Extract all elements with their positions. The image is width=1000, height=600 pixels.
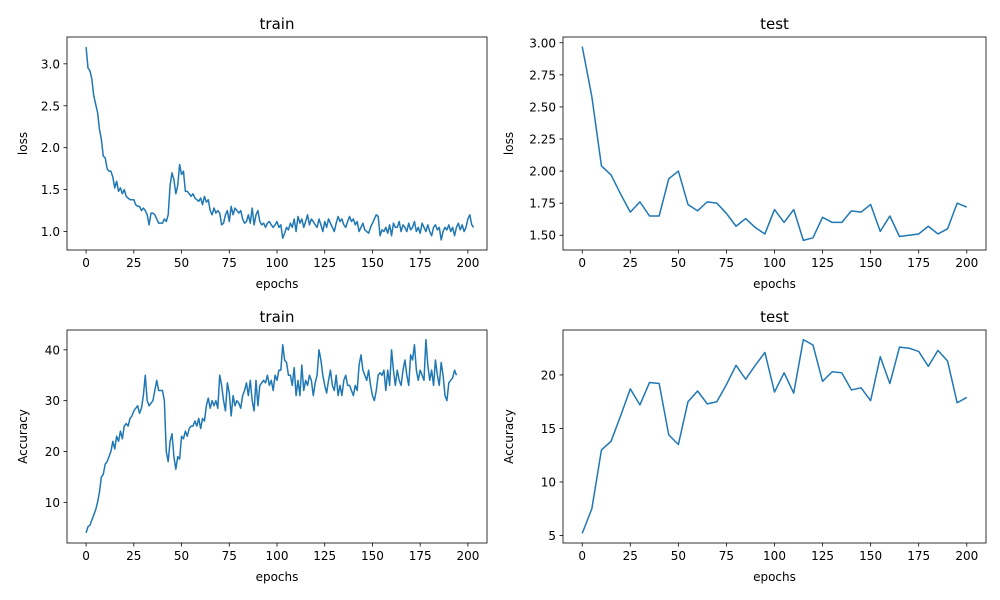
series-line bbox=[85, 46, 475, 241]
plot-frame bbox=[66, 36, 488, 251]
plot-frame bbox=[562, 329, 987, 544]
y-tick-label: 2.5 bbox=[41, 99, 60, 113]
y-tick-label: 3.0 bbox=[41, 57, 60, 71]
train-loss-chart: 0 25 50 75 100 125 150 175 200 1.0 1.5 2.0 2.5 3.0 tra… bbox=[16, 15, 488, 291]
x-tick-label: 50 bbox=[671, 549, 686, 563]
x-tick-label: 0 bbox=[578, 256, 586, 270]
x-tick-label: 100 bbox=[266, 256, 289, 270]
x-tick-label: 0 bbox=[82, 256, 90, 270]
y-axis-label: Accuracy bbox=[16, 409, 30, 464]
y-tick-label: 20 bbox=[541, 368, 556, 382]
x-tick-label: 200 bbox=[456, 256, 479, 270]
y-tick-label: 1.0 bbox=[41, 225, 60, 239]
x-tick-label: 100 bbox=[763, 256, 786, 270]
x-tick-label: 75 bbox=[719, 256, 734, 270]
test-loss-chart: 0 25 50 75 100 125 150 175 200 1.50 1.75 2.00 2.25 2.… bbox=[502, 15, 987, 291]
x-tick-label: 175 bbox=[907, 549, 930, 563]
x-tick-label: 175 bbox=[907, 256, 930, 270]
y-tick-label: 10 bbox=[45, 496, 60, 510]
x-tick-label: 75 bbox=[719, 549, 734, 563]
plot-frame bbox=[562, 36, 987, 251]
y-tick-label: 5 bbox=[548, 529, 556, 543]
y-tick-label: 1.50 bbox=[529, 229, 556, 243]
y-tick-label: 20 bbox=[45, 445, 60, 459]
x-tick-label: 175 bbox=[409, 549, 432, 563]
x-tick-label: 125 bbox=[313, 549, 336, 563]
y-tick-label: 2.75 bbox=[529, 68, 556, 82]
y-axis-label: loss bbox=[16, 132, 30, 155]
x-tick-label: 200 bbox=[955, 256, 978, 270]
train-accuracy-chart: 0 25 50 75 100 125 150 175 200 10 20 30 40 train epoch… bbox=[16, 308, 488, 584]
x-tick-label: 125 bbox=[811, 256, 834, 270]
chart-title: test bbox=[760, 308, 789, 326]
x-tick-label: 75 bbox=[222, 256, 237, 270]
chart-title: train bbox=[260, 15, 295, 33]
x-axis-label: epochs bbox=[753, 277, 796, 291]
y-tick-label: 2.50 bbox=[529, 100, 556, 114]
x-tick-label: 25 bbox=[126, 549, 141, 563]
y-tick-label: 40 bbox=[45, 343, 60, 357]
x-tick-label: 50 bbox=[174, 549, 189, 563]
y-tick-label: 2.25 bbox=[529, 133, 556, 147]
y-axis-label: loss bbox=[502, 132, 516, 155]
x-tick-label: 0 bbox=[578, 549, 586, 563]
plot-frame bbox=[66, 329, 488, 544]
x-tick-label: 125 bbox=[811, 549, 834, 563]
y-tick-label: 15 bbox=[541, 422, 556, 436]
y-tick-label: 1.75 bbox=[529, 197, 556, 211]
x-tick-label: 25 bbox=[623, 256, 638, 270]
chart-title: train bbox=[260, 308, 295, 326]
x-axis-label: epochs bbox=[256, 570, 299, 584]
x-tick-label: 175 bbox=[409, 256, 432, 270]
y-tick-label: 10 bbox=[541, 475, 556, 489]
x-tick-label: 150 bbox=[859, 549, 882, 563]
x-tick-label: 100 bbox=[266, 549, 289, 563]
x-tick-label: 100 bbox=[763, 549, 786, 563]
y-tick-label: 3.00 bbox=[529, 36, 556, 50]
test-accuracy-chart: 0 25 50 75 100 125 150 175 200 5 10 15 20 test epochs A… bbox=[502, 308, 987, 584]
x-tick-label: 25 bbox=[126, 256, 141, 270]
y-tick-label: 2.0 bbox=[41, 141, 60, 155]
series-line bbox=[581, 46, 968, 242]
y-axis-label: Accuracy bbox=[502, 409, 516, 464]
x-tick-label: 150 bbox=[361, 549, 384, 563]
y-tick-label: 30 bbox=[45, 394, 60, 408]
x-tick-label: 75 bbox=[222, 549, 237, 563]
x-tick-label: 50 bbox=[174, 256, 189, 270]
x-tick-label: 150 bbox=[859, 256, 882, 270]
x-tick-label: 200 bbox=[456, 549, 479, 563]
x-tick-label: 0 bbox=[82, 549, 90, 563]
y-tick-label: 2.00 bbox=[529, 165, 556, 179]
x-tick-label: 125 bbox=[313, 256, 336, 270]
series-line bbox=[581, 338, 968, 534]
x-tick-label: 25 bbox=[623, 549, 638, 563]
x-tick-label: 150 bbox=[361, 256, 384, 270]
x-tick-label: 50 bbox=[671, 256, 686, 270]
series-line bbox=[85, 338, 458, 534]
y-tick-label: 1.5 bbox=[41, 183, 60, 197]
x-axis-label: epochs bbox=[753, 570, 796, 584]
chart-title: test bbox=[760, 15, 789, 33]
x-tick-label: 200 bbox=[955, 549, 978, 563]
x-axis-label: epochs bbox=[256, 277, 299, 291]
